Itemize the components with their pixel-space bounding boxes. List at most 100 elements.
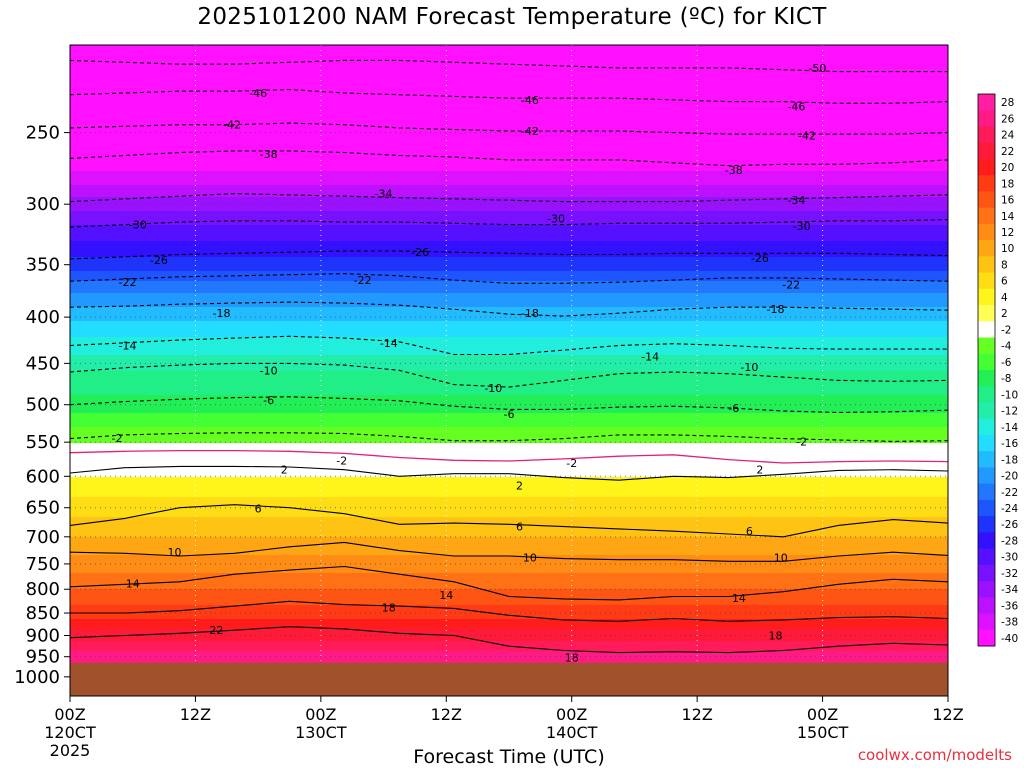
contour-label: -2 <box>336 454 347 467</box>
temp-band <box>70 447 948 450</box>
x-tick-label: 12Z <box>932 705 963 724</box>
temp-band <box>70 351 948 354</box>
temp-band <box>70 171 948 174</box>
colorbar-swatch <box>978 418 995 436</box>
temp-band <box>70 255 948 258</box>
colorbar-label: 4 <box>1001 292 1008 304</box>
contour-label: -46 <box>249 87 267 100</box>
temp-band <box>70 243 948 246</box>
temp-band <box>70 141 948 144</box>
y-tick-label: 400 <box>26 307 60 328</box>
temp-band <box>70 219 948 222</box>
temp-band <box>70 661 948 664</box>
temp-band <box>70 189 948 192</box>
temp-band <box>70 509 948 512</box>
temp-band <box>70 149 948 152</box>
temp-band <box>70 119 948 122</box>
colorbar-label: -6 <box>1001 357 1012 369</box>
contour-label: -46 <box>521 94 539 107</box>
temp-band <box>70 289 948 292</box>
temp-band <box>70 601 948 604</box>
temp-band <box>70 321 948 324</box>
temp-band <box>70 615 948 618</box>
temp-band <box>70 371 948 374</box>
temp-band <box>70 229 948 232</box>
isotherm-line <box>70 122 948 135</box>
temp-band <box>70 237 948 240</box>
temp-band <box>70 643 948 646</box>
temp-band <box>70 203 948 206</box>
colorbar-label: -2 <box>1001 324 1011 336</box>
contour-label: -42 <box>521 125 539 138</box>
temp-band <box>70 183 948 186</box>
contour-label: -50 <box>808 62 826 75</box>
temp-band <box>70 121 948 124</box>
temp-band <box>70 187 948 190</box>
colorbar-swatch <box>978 353 995 371</box>
temp-band <box>70 579 948 582</box>
temp-band <box>70 271 948 274</box>
temp-band <box>70 99 948 102</box>
temp-band <box>70 363 948 366</box>
contour-label: -26 <box>411 246 429 259</box>
temp-band <box>70 309 948 312</box>
credit-text: coolwx.com/modelts <box>857 746 1012 764</box>
colorbar-legend: 28 26 24 22 20 18 16 14 12 10 8 6 4 2 -2 -4 -6 -8 -10 -12 -1… <box>977 93 1018 647</box>
contour-label: -10 <box>484 382 502 395</box>
y-tick-label: 300 <box>26 194 60 215</box>
colorbar-swatch <box>978 240 995 257</box>
colorbar-label: -30 <box>1001 552 1018 564</box>
contour-label: -14 <box>380 337 398 350</box>
temp-band <box>70 345 948 348</box>
temp-band <box>70 343 948 346</box>
temp-band <box>70 469 948 472</box>
temp-band <box>70 425 948 428</box>
temp-band <box>70 399 948 402</box>
temp-band <box>70 369 948 372</box>
temp-band <box>70 439 948 442</box>
temp-band <box>70 261 948 264</box>
colorbar-swatch <box>978 597 995 615</box>
contour-label: -34 <box>375 188 393 201</box>
temp-band <box>70 593 948 596</box>
colorbar-label: 26 <box>1001 113 1015 125</box>
temp-band <box>70 471 948 474</box>
colorbar-label: 22 <box>1001 146 1014 158</box>
temp-band <box>70 253 948 256</box>
temp-band <box>70 375 948 378</box>
x-tick-label: 00Z <box>556 705 587 724</box>
temp-band <box>70 299 948 302</box>
temp-band <box>70 77 948 80</box>
contour-label: 2 <box>516 479 523 492</box>
temp-band <box>70 483 948 486</box>
temp-band <box>70 459 948 462</box>
temp-band <box>70 619 948 622</box>
y-axis-pressure: 2503003504004505005506006507007508008509… <box>14 123 70 688</box>
contour-label: -30 <box>547 212 565 225</box>
temp-band <box>70 461 948 464</box>
temp-band <box>70 631 948 634</box>
temp-band <box>70 435 948 438</box>
temp-band <box>70 347 948 350</box>
contour-label: 18 <box>769 629 783 642</box>
colorbar-label: 28 <box>1001 97 1014 109</box>
contour-label: -30 <box>129 219 147 232</box>
temp-band <box>70 397 948 400</box>
temp-band <box>70 613 948 616</box>
temp-band <box>70 323 948 326</box>
isotherm-line <box>70 626 948 654</box>
temp-band <box>70 403 948 406</box>
temp-band <box>70 69 948 72</box>
contour-label: 18 <box>382 601 396 614</box>
temp-band <box>70 247 948 250</box>
y-tick-label: 750 <box>26 554 60 575</box>
temp-band <box>70 73 948 76</box>
temp-band <box>70 311 948 314</box>
temp-band <box>70 159 948 162</box>
colorbar-swatch <box>978 532 995 550</box>
x-tick-label: 00Z <box>807 705 838 724</box>
contour-label: 6 <box>255 502 262 515</box>
isotherm-line <box>70 449 948 464</box>
colorbar-swatch <box>978 581 995 598</box>
temp-band <box>70 143 948 146</box>
